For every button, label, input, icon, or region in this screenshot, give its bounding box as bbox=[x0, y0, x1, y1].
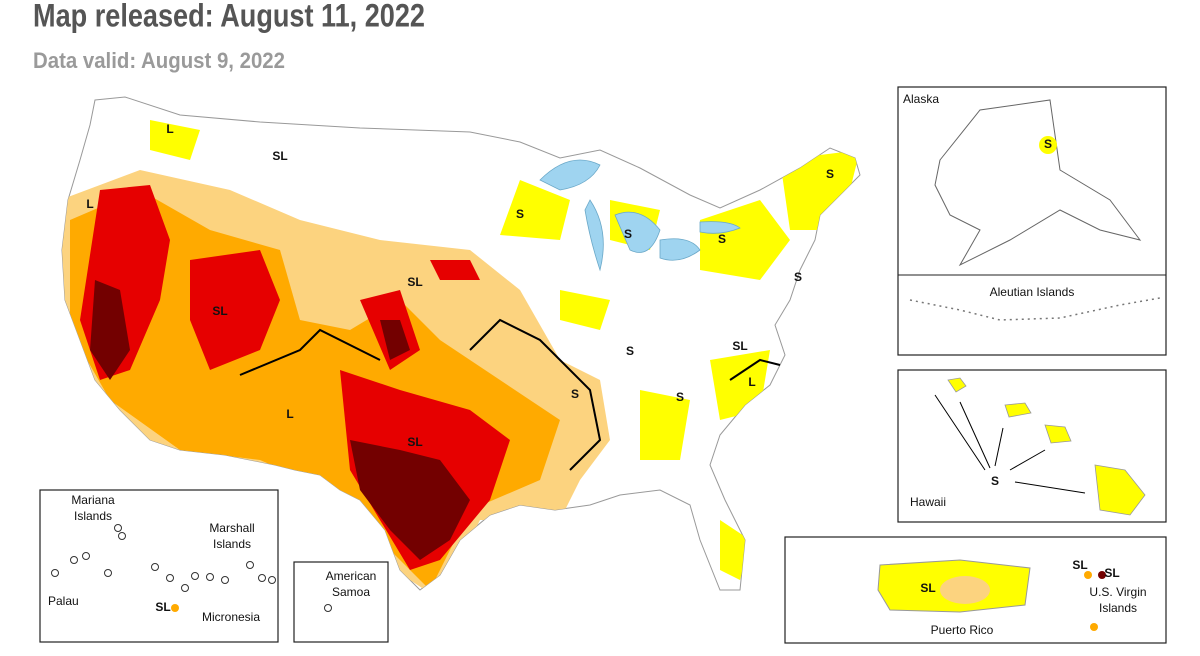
leader-lines bbox=[934, 394, 1086, 494]
impact-label: SL bbox=[1104, 566, 1119, 580]
great-lakes bbox=[539, 159, 741, 272]
inset-label: Alaska bbox=[903, 92, 939, 106]
impact-label: S bbox=[676, 390, 684, 404]
impact-label: S bbox=[626, 344, 634, 358]
impact-label: S bbox=[516, 207, 524, 221]
island bbox=[171, 604, 179, 612]
inset-label: Marshall Islands bbox=[209, 521, 255, 551]
impact-label: S bbox=[1044, 137, 1052, 151]
impact-label: SL bbox=[732, 339, 747, 353]
samoa-inset bbox=[293, 561, 389, 643]
impact-label: L bbox=[748, 375, 755, 389]
impact-labels: L SL L S S S S SL SL S SL L S S L SL S bbox=[86, 122, 834, 449]
impact-label: S bbox=[624, 227, 632, 241]
island bbox=[1090, 623, 1098, 631]
impact-label: S bbox=[794, 270, 802, 284]
island bbox=[1098, 571, 1106, 579]
inset-label: U.S. Virgin Islands bbox=[1089, 585, 1147, 615]
inset-label: American Samoa bbox=[325, 569, 377, 599]
island bbox=[324, 604, 332, 612]
dry-area bbox=[940, 576, 990, 604]
inset-label: Hawaii bbox=[910, 495, 946, 509]
alaska-shape bbox=[934, 99, 1142, 267]
inset-label: Micronesia bbox=[202, 610, 260, 624]
impact-label: SL bbox=[272, 149, 287, 163]
aleutian-islands-shape bbox=[909, 297, 1161, 321]
impact-label: L bbox=[286, 407, 293, 421]
impact-label: SL bbox=[1072, 558, 1087, 572]
impact-boundary bbox=[239, 318, 781, 471]
impact-label: SL bbox=[407, 275, 422, 289]
subtitle: Data valid: August 9, 2022 bbox=[33, 48, 285, 73]
impact-label: SL bbox=[407, 435, 422, 449]
impact-label: L bbox=[86, 197, 93, 211]
impact-label: L bbox=[166, 122, 173, 136]
extreme-drought bbox=[90, 280, 470, 560]
inset-label: Mariana Islands bbox=[71, 493, 115, 523]
inset-label: Puerto Rico bbox=[931, 623, 994, 637]
impact-label: S bbox=[991, 474, 999, 488]
inset-label: Aleutian Islands bbox=[990, 285, 1075, 299]
inset-label: Palau bbox=[48, 594, 79, 608]
impact-label: S bbox=[718, 232, 726, 246]
impact-label: S bbox=[826, 167, 834, 181]
impact-label: S bbox=[571, 387, 579, 401]
pacific-islands bbox=[51, 524, 276, 592]
hawaii-islands bbox=[947, 377, 1146, 516]
dry-area bbox=[1039, 136, 1057, 154]
island bbox=[1084, 571, 1092, 579]
impact-label: SL bbox=[155, 600, 170, 614]
pacific-inset bbox=[39, 489, 279, 643]
title: Map released: August 11, 2022 bbox=[33, 0, 425, 33]
impact-label: SL bbox=[212, 304, 227, 318]
impact-label: SL bbox=[920, 581, 935, 595]
